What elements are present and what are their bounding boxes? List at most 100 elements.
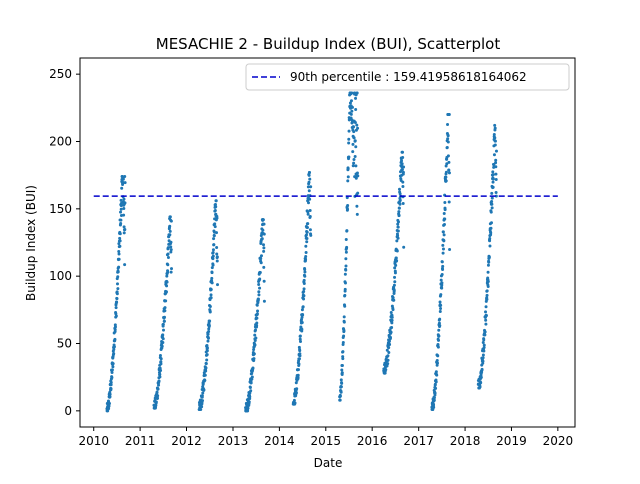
data-point: [339, 378, 343, 382]
data-point: [261, 218, 265, 222]
data-point: [158, 354, 162, 358]
y-tick-label: 50: [57, 337, 72, 351]
data-point: [440, 281, 444, 285]
data-point: [481, 356, 485, 360]
data-point: [255, 324, 259, 328]
data-point: [392, 283, 396, 287]
data-point: [441, 247, 445, 251]
data-point: [345, 245, 349, 249]
data-point: [489, 210, 493, 214]
data-point: [441, 268, 445, 272]
data-point: [305, 230, 309, 234]
data-point: [262, 265, 266, 269]
data-point: [210, 266, 214, 270]
data-point: [259, 261, 263, 265]
x-tick-label: 2020: [543, 434, 574, 448]
data-point: [246, 409, 250, 413]
x-tick-label: 2017: [403, 434, 434, 448]
data-point: [209, 296, 213, 300]
data-point: [213, 225, 217, 229]
data-point: [211, 263, 215, 267]
data-point: [347, 137, 351, 141]
data-point: [433, 382, 437, 386]
data-point: [492, 163, 496, 167]
data-point: [164, 290, 168, 294]
data-point: [249, 389, 253, 393]
data-point: [344, 257, 348, 261]
data-point: [204, 366, 208, 370]
data-point: [110, 368, 114, 372]
data-point: [485, 289, 489, 293]
data-point: [110, 376, 114, 380]
data-point: [214, 205, 218, 209]
data-point: [352, 130, 356, 134]
data-point: [397, 210, 401, 214]
data-point: [341, 357, 345, 361]
data-point: [117, 257, 121, 261]
data-point: [437, 321, 441, 325]
data-point: [207, 327, 211, 331]
data-point: [253, 339, 257, 343]
data-point: [107, 407, 111, 411]
data-point: [169, 219, 173, 223]
y-tick-label: 200: [49, 134, 72, 148]
data-point: [396, 234, 400, 238]
data-point: [107, 404, 111, 408]
data-point: [443, 208, 447, 212]
data-point: [262, 222, 266, 226]
data-point: [204, 369, 208, 373]
data-point: [205, 353, 209, 357]
data-point: [354, 145, 358, 149]
data-point: [396, 225, 400, 229]
data-point: [343, 293, 347, 297]
data-point: [484, 305, 488, 309]
data-point: [163, 309, 167, 313]
data-point: [440, 260, 444, 264]
data-point: [490, 221, 493, 225]
data-point: [199, 407, 203, 411]
y-tick-label: 150: [49, 202, 72, 216]
data-point: [486, 285, 490, 289]
data-point: [119, 207, 123, 211]
data-point: [494, 165, 498, 169]
data-point: [157, 383, 161, 387]
data-point: [159, 357, 163, 361]
data-point: [350, 105, 354, 109]
data-point: [341, 350, 345, 354]
data-point: [211, 250, 215, 254]
data-point: [214, 231, 218, 235]
data-point: [308, 177, 312, 181]
data-point: [356, 191, 360, 195]
legend: 90th percentile : 159.41958618164062: [245, 63, 570, 91]
data-point: [114, 314, 118, 318]
data-point: [346, 207, 350, 211]
data-point: [338, 394, 342, 398]
data-point: [123, 228, 127, 232]
data-point: [432, 396, 436, 400]
data-point: [388, 336, 392, 340]
data-point: [256, 309, 260, 313]
data-point: [390, 315, 394, 319]
data-point: [114, 312, 118, 316]
data-point: [488, 244, 492, 248]
x-tick-label: 2013: [218, 434, 249, 448]
x-axis-label: Date: [314, 456, 343, 470]
data-point: [350, 109, 354, 113]
data-point: [302, 287, 306, 291]
data-point: [215, 255, 219, 259]
data-point: [390, 321, 394, 325]
data-point: [309, 233, 313, 237]
data-point: [393, 266, 397, 270]
data-point: [252, 348, 256, 352]
data-point: [343, 272, 347, 276]
data-point: [306, 222, 310, 226]
data-point: [159, 368, 163, 372]
data-point: [306, 185, 310, 189]
data-point: [168, 215, 172, 219]
data-point: [202, 388, 206, 392]
data-point: [490, 202, 494, 206]
data-point: [390, 318, 394, 322]
data-point: [482, 343, 486, 347]
data-point: [484, 318, 488, 322]
